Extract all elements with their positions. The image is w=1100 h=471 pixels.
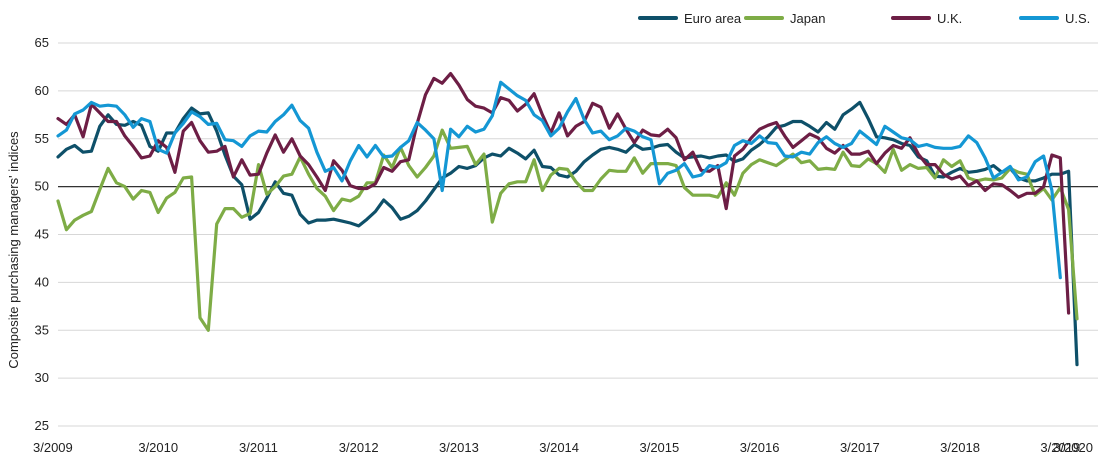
y-tick-label: 25: [35, 418, 49, 433]
x-tick-label: 3/2009: [33, 440, 73, 455]
x-tick-label: 3/2010: [138, 440, 178, 455]
x-tick-label: 3/2011: [239, 440, 278, 455]
x-tick-label: 3/2019: [1040, 440, 1080, 455]
y-tick-label: 35: [35, 322, 49, 337]
x-tick-label: 3/2020: [1053, 440, 1093, 455]
y-tick-label: 40: [35, 274, 49, 289]
legend-label-euro-area: Euro area: [684, 11, 742, 26]
y-tick-labels: 25 30 35 40 45 50 55 60 65: [35, 35, 49, 433]
y-tick-label: 45: [35, 227, 49, 242]
x-tick-label: 3/2012: [339, 440, 379, 455]
x-tick-label: 3/2017: [840, 440, 880, 455]
legend: Euro area Japan U.K. U.S.: [638, 11, 1090, 26]
y-tick-label: 55: [35, 131, 49, 146]
legend-label-japan: Japan: [790, 11, 825, 26]
series-line-japan: [56, 128, 1079, 332]
y-tick-label: 30: [35, 370, 49, 385]
legend-label-u-k: U.K.: [937, 11, 962, 26]
x-tick-label: 3/2016: [740, 440, 780, 455]
y-tick-label: 50: [35, 179, 49, 194]
x-tick-labels: 3/2009 3/2010 3/2011 3/2012 3/2013 3/2014 3/20…: [33, 440, 1093, 455]
series-line-u-s: [56, 80, 1062, 280]
x-tick-label: 3/2013: [439, 440, 479, 455]
x-tick-label: 3/2014: [539, 440, 579, 455]
x-tick-label: 3/2015: [639, 440, 679, 455]
series-lines: [56, 71, 1079, 367]
series-line-u-k: [56, 71, 1071, 315]
legend-label-u-s: U.S.: [1065, 11, 1090, 26]
series-line-euro-area: [56, 100, 1079, 367]
x-tick-label: 3/2018: [940, 440, 980, 455]
y-axis-title: Composite purchasing managers' indices: [6, 131, 21, 369]
y-tick-label: 65: [35, 35, 49, 50]
y-tick-label: 60: [35, 83, 49, 98]
